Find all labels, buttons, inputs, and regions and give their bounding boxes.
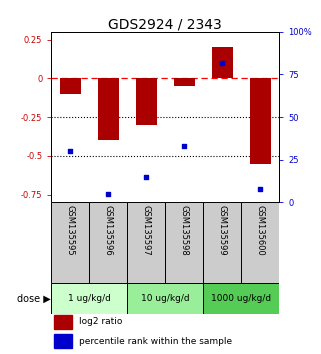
Bar: [165, 202, 203, 284]
Bar: [212, 47, 233, 78]
Bar: [51, 284, 127, 314]
Text: 10 ug/kg/d: 10 ug/kg/d: [141, 294, 190, 303]
Bar: [51, 202, 89, 284]
Point: [144, 174, 149, 179]
Bar: [60, 78, 81, 94]
Point: [258, 186, 263, 192]
Point: [220, 60, 225, 65]
Bar: [54, 335, 72, 348]
Bar: [136, 78, 157, 125]
Bar: [127, 202, 165, 284]
Bar: [54, 315, 72, 329]
Bar: [241, 202, 279, 284]
Bar: [98, 78, 119, 140]
Bar: [250, 78, 271, 164]
Text: GSM135599: GSM135599: [218, 205, 227, 255]
Bar: [89, 202, 127, 284]
Point: [68, 148, 73, 154]
Text: dose ▶: dose ▶: [17, 294, 51, 304]
Bar: [127, 284, 203, 314]
Text: GSM135600: GSM135600: [256, 205, 265, 256]
Text: 1 ug/kg/d: 1 ug/kg/d: [68, 294, 111, 303]
Text: log2 ratio: log2 ratio: [79, 318, 122, 326]
Bar: [203, 284, 279, 314]
Text: 1000 ug/kg/d: 1000 ug/kg/d: [211, 294, 271, 303]
Text: GSM135596: GSM135596: [104, 205, 113, 256]
Text: percentile rank within the sample: percentile rank within the sample: [79, 337, 232, 346]
Bar: [174, 78, 195, 86]
Text: GSM135598: GSM135598: [180, 205, 189, 256]
Point: [182, 143, 187, 149]
Text: GSM135595: GSM135595: [66, 205, 75, 255]
Bar: [203, 202, 241, 284]
Title: GDS2924 / 2343: GDS2924 / 2343: [108, 18, 222, 32]
Text: GSM135597: GSM135597: [142, 205, 151, 256]
Point: [106, 191, 111, 196]
